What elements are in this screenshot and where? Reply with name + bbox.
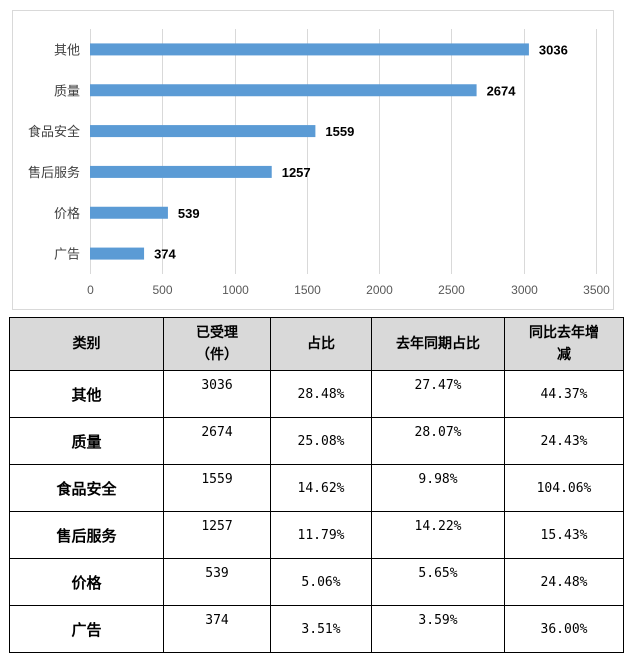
value-label: 3036 [539,42,568,57]
header-last-year-share: 去年同期占比 [371,317,505,371]
value-label: 2674 [487,83,517,98]
table-row: 广告 374 3.51% 3.59% 36.00% [9,605,624,653]
bar [90,84,477,97]
x-tick-label: 3000 [511,283,538,297]
value-label: 374 [154,247,176,262]
row-yoy-change: 24.48% [504,558,624,606]
x-tick-label: 1500 [294,283,321,297]
row-category: 食品安全 [9,464,164,512]
row-share: 25.08% [270,417,372,465]
x-tick-label: 3500 [583,283,610,297]
bar [90,125,316,138]
table-header-row: 类别 已受理 （件） 占比 去年同期占比 同比去年增 减 [9,317,624,371]
category-label: 食品安全 [28,124,80,140]
bar-chart: 0 500 1000 1500 2000 2500 3000 3500 其他 3036 质量 2674… [28,29,610,297]
row-share: 28.48% [270,370,372,418]
x-tick-label: 2500 [438,283,465,297]
row-accepted: 1559 [163,464,271,512]
table-row: 售后服务 1257 11.79% 14.22% 15.43% [9,511,624,559]
bar [90,165,272,178]
row-last-year-share: 5.65% [371,558,505,606]
row-share: 5.06% [270,558,372,606]
row-category: 售后服务 [9,511,164,559]
row-share: 14.62% [270,464,372,512]
row-category: 广告 [9,605,164,653]
category-label: 广告 [54,248,80,263]
row-accepted: 374 [163,605,271,653]
row-last-year-share: 28.07% [371,417,505,465]
row-category: 质量 [9,417,164,465]
row-share: 3.51% [270,605,372,653]
bar [90,247,145,260]
row-yoy-change: 36.00% [504,605,624,653]
value-label: 1559 [325,124,354,139]
row-accepted: 2674 [163,417,271,465]
row-share: 11.79% [270,511,372,559]
bar [90,206,168,219]
category-label: 质量 [54,84,80,99]
bar-chart-frame: 0 500 1000 1500 2000 2500 3000 3500 其他 3036 质量 2674… [12,10,614,310]
complaint-table: 类别 已受理 （件） 占比 去年同期占比 同比去年增 减 其他 3036 28.… [9,317,624,653]
row-last-year-share: 14.22% [371,511,505,559]
row-last-year-share: 3.59% [371,605,505,653]
row-accepted: 539 [163,558,271,606]
row-accepted: 1257 [163,511,271,559]
x-tick-label: 500 [152,283,172,297]
row-category: 价格 [9,558,164,606]
row-yoy-change: 44.37% [504,370,624,418]
table-row: 质量 2674 25.08% 28.07% 24.43% [9,417,624,465]
x-tick-label: 0 [87,283,94,297]
value-label: 539 [178,206,200,221]
header-category: 类别 [9,317,164,371]
row-yoy-change: 24.43% [504,417,624,465]
table-row: 价格 539 5.06% 5.65% 24.48% [9,558,624,606]
row-yoy-change: 104.06% [504,464,624,512]
header-share: 占比 [270,317,372,371]
value-label: 1257 [282,165,311,180]
header-accepted: 已受理 （件） [163,317,271,371]
header-yoy-change: 同比去年增 减 [504,317,624,371]
x-tick-label: 1000 [222,283,249,297]
row-accepted: 3036 [163,370,271,418]
bar [90,43,529,56]
table-row: 食品安全 1559 14.62% 9.98% 104.06% [9,464,624,512]
row-category: 其他 [9,370,164,418]
category-label: 售后服务 [28,165,80,181]
category-label: 价格 [54,206,80,222]
row-yoy-change: 15.43% [504,511,624,559]
row-last-year-share: 9.98% [371,464,505,512]
table-row: 其他 3036 28.48% 27.47% 44.37% [9,370,624,418]
row-last-year-share: 27.47% [371,370,505,418]
category-label: 其他 [54,43,80,58]
x-tick-label: 2000 [366,283,393,297]
